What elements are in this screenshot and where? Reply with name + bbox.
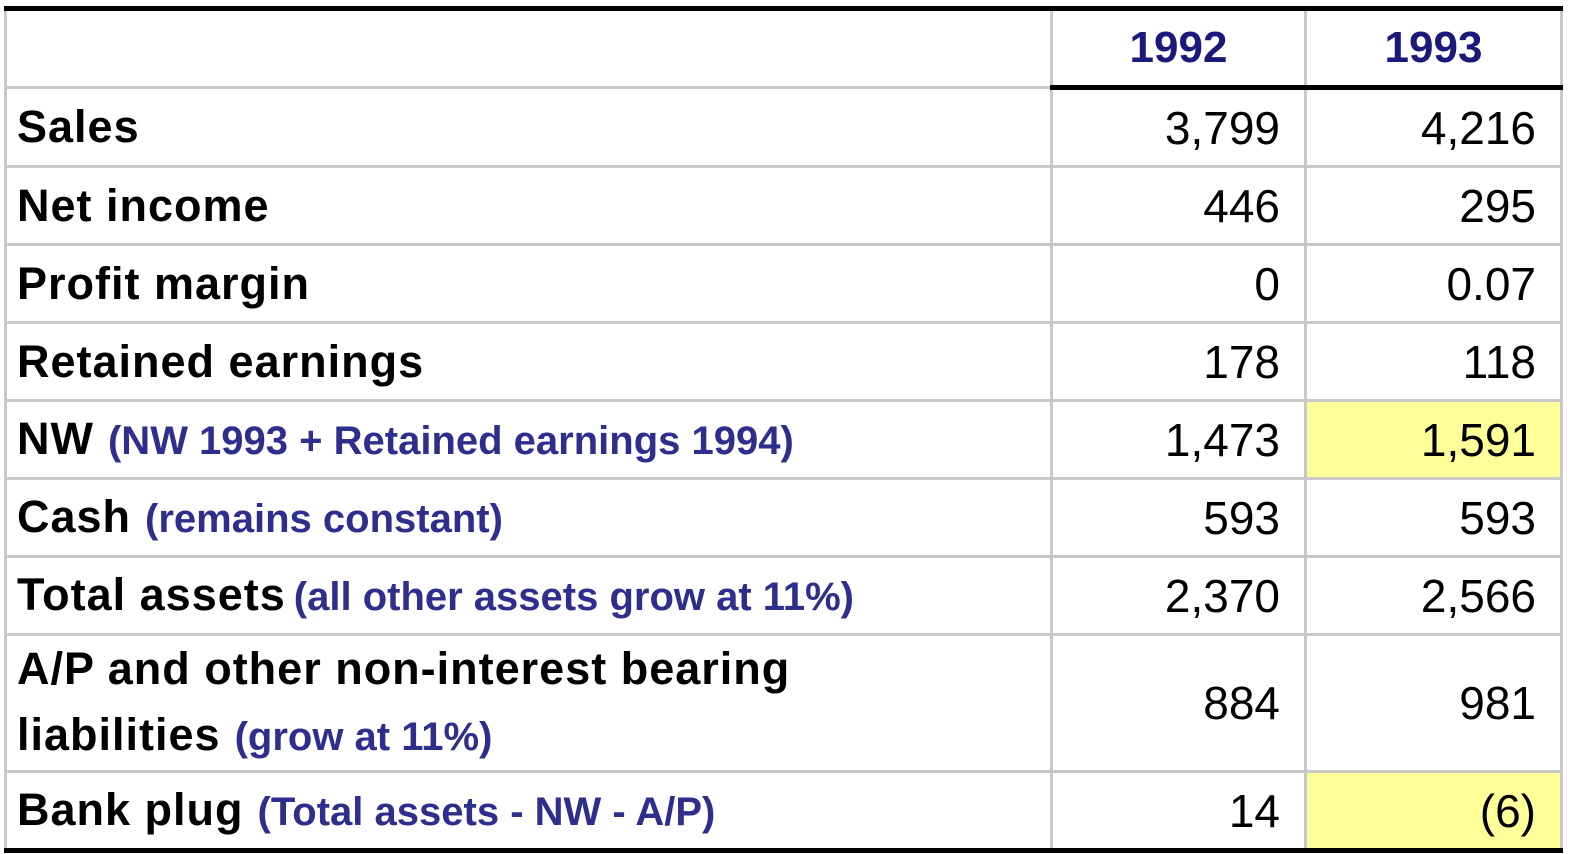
value-1993: 593: [1304, 477, 1563, 558]
label-text: Sales: [17, 101, 140, 152]
header-year-1993: 1993: [1304, 7, 1563, 90]
value-1993: 2,566: [1304, 555, 1563, 636]
header-year-1992: 1992: [1050, 7, 1307, 90]
header-row: 1992 1993: [4, 7, 1563, 90]
label-text: Net income: [17, 179, 270, 231]
row-label: Profit margin: [4, 243, 1053, 324]
value-1993: 0.07: [1304, 243, 1563, 324]
value-1993-highlighted: 1,591: [1304, 399, 1563, 480]
label-text: Cash: [17, 490, 132, 542]
value-1992: 0: [1050, 243, 1307, 324]
row-label: Cash (remains constant): [4, 477, 1053, 558]
label-note: (grow at 11%): [234, 715, 493, 759]
label-text: Bank plug: [17, 783, 244, 835]
row-label: NW (NW 1993 + Retained earnings 1994): [4, 399, 1053, 480]
label-note: (Total assets - NW - A/P): [257, 789, 716, 834]
value-1992: 178: [1050, 321, 1307, 402]
label-text: Profit margin: [17, 257, 311, 309]
table-row-retained-earnings: Retained earnings 178 118: [4, 321, 1563, 402]
table-row-total-assets: Total assets (all other assets grow at 11…: [4, 555, 1563, 636]
header-blank-cell: [4, 7, 1053, 89]
financial-table: 1992 1993 Sales 3,799 4,216 Net income 4…: [4, 6, 1563, 853]
row-label: Bank plug (Total assets - NW - A/P): [4, 770, 1053, 852]
row-label: Sales: [4, 86, 1053, 168]
value-1992: 2,370: [1050, 555, 1307, 636]
row-label: A/P and other non-interest bearing liabil…: [4, 633, 1053, 773]
label-text-line1: A/P and other non-interest bearing: [17, 643, 791, 694]
row-label: Net income: [4, 165, 1053, 246]
value-1992: 14: [1050, 770, 1307, 852]
value-1993: 118: [1304, 321, 1563, 402]
label-text: NW: [17, 412, 94, 464]
label-text: Total assets: [17, 568, 286, 620]
label-text-line2: liabilities: [17, 709, 221, 760]
value-1992: 446: [1050, 165, 1307, 246]
label-note: (NW 1993 + Retained earnings 1994): [107, 418, 794, 463]
label-note: (remains constant): [145, 496, 503, 541]
table-row-net-income: Net income 446 295: [4, 165, 1563, 246]
table-row-ap-liabilities: A/P and other non-interest bearing liabil…: [4, 633, 1563, 773]
value-1992: 884: [1050, 633, 1307, 773]
value-1993: 295: [1304, 165, 1563, 246]
table-row-nw: NW (NW 1993 + Retained earnings 1994) 1,4…: [4, 399, 1563, 480]
row-label: Total assets (all other assets grow at 11…: [4, 555, 1053, 636]
row-label: Retained earnings: [4, 321, 1053, 402]
table-row-cash: Cash (remains constant) 593 593: [4, 477, 1563, 558]
label-text: Retained earnings: [17, 335, 425, 387]
value-1993: 981: [1304, 633, 1563, 773]
value-1992: 1,473: [1050, 399, 1307, 480]
value-1993: 4,216: [1304, 86, 1563, 168]
table-row-sales: Sales 3,799 4,216: [4, 86, 1563, 168]
table-row-bank-plug: Bank plug (Total assets - NW - A/P) 14 (6…: [4, 770, 1563, 852]
label-note: (all other assets grow at 11%): [293, 574, 854, 619]
value-1992: 3,799: [1050, 86, 1307, 168]
table-row-profit-margin: Profit margin 0 0.07: [4, 243, 1563, 324]
value-1992: 593: [1050, 477, 1307, 558]
value-1993-highlighted: (6): [1304, 770, 1563, 852]
